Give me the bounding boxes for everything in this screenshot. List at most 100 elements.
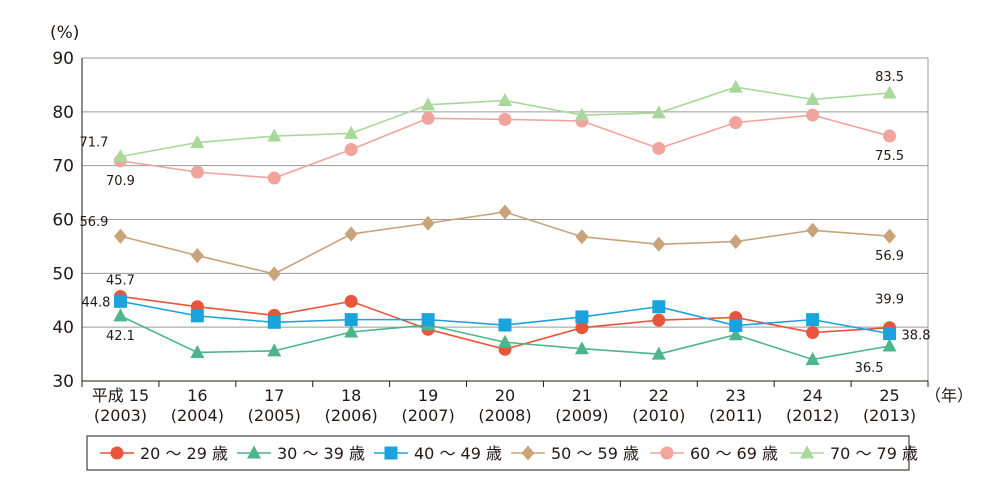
legend-label: 50 ～ 59 歳 (551, 444, 639, 463)
x-tick-sublabel: (2013) (863, 406, 916, 425)
data-label: 56.9 (875, 249, 904, 264)
data-point (883, 327, 897, 341)
y-tick-label: 40 (52, 318, 74, 338)
x-tick-label: 21 (572, 386, 592, 405)
x-tick-sublabel: (2007) (401, 406, 454, 425)
y-tick-label: 90 (52, 49, 74, 69)
data-point (883, 129, 897, 143)
data-point (805, 91, 820, 105)
legend-item: 30 ～ 39 歳 (237, 444, 365, 463)
data-point (498, 204, 512, 220)
data-label: 42.1 (106, 329, 135, 344)
y-tick-label: 70 (52, 157, 74, 177)
y-tick-label: 80 (52, 103, 74, 123)
x-tick-sublabel: (2006) (325, 406, 378, 425)
x-tick-label: 24 (802, 386, 822, 405)
y-axis-label: (%) (50, 23, 79, 43)
legend-label: 20 ～ 29 歳 (140, 444, 228, 463)
data-point (113, 149, 128, 163)
data-point (728, 79, 743, 93)
data-point (729, 116, 743, 130)
data-label: 56.9 (80, 215, 109, 230)
data-point (882, 338, 897, 352)
x-tick-label: 20 (495, 386, 515, 405)
data-point (267, 171, 281, 185)
data-point (806, 222, 820, 238)
data-point (806, 108, 820, 122)
legend: 20 ～ 29 歳 30 ～ 39 歳 40 ～ 49 歳 50 ～ 59 歳 60 ～… (100, 444, 918, 463)
data-label: 36.5 (855, 361, 884, 376)
data-point (267, 128, 282, 142)
data-point (113, 294, 127, 308)
series-5 (113, 79, 897, 163)
data-label: 75.5 (875, 149, 904, 164)
legend-marker (110, 446, 124, 460)
legend-marker (521, 445, 535, 461)
data-point (190, 344, 205, 358)
x-tick-sublabel: (2009) (555, 406, 608, 425)
legend-marker (660, 446, 674, 460)
data-point (190, 248, 204, 264)
data-point (190, 135, 205, 149)
legend-label: 70 ～ 79 歳 (830, 444, 918, 463)
data-labels: 71.7 70.9 56.9 45.7 44.8 42.1 83.5 75.5 56.9 39.9… (80, 70, 931, 376)
legend-marker (247, 445, 261, 459)
data-point (806, 313, 820, 327)
data-point (267, 315, 281, 329)
data-point (498, 334, 512, 348)
y-tick-label: 30 (52, 372, 74, 392)
data-label: 70.9 (106, 174, 135, 189)
data-point (421, 111, 435, 125)
legend-marker (800, 445, 814, 459)
x-tick-label: 18 (341, 386, 361, 405)
data-point (421, 313, 435, 327)
data-point (113, 308, 128, 322)
x-tick-sublabel: (2011) (709, 406, 762, 425)
data-point (344, 313, 358, 327)
x-tick-label: 17 (264, 386, 284, 405)
data-point (575, 321, 589, 335)
data-point (652, 141, 666, 155)
data-point (421, 215, 435, 231)
x-tick-sublabel: (2004) (171, 406, 224, 425)
legend-marker (384, 446, 398, 460)
data-point (498, 318, 512, 332)
data-label: 38.8 (902, 329, 931, 344)
legend-item: 70 ～ 79 歳 (790, 444, 918, 463)
x-tick-sublabel: (2010) (632, 406, 685, 425)
data-point (498, 93, 512, 107)
data-point (651, 105, 666, 119)
data-point (421, 97, 436, 111)
data-label: 71.7 (80, 136, 109, 151)
series-line (120, 211, 890, 275)
data-point (344, 125, 359, 139)
data-point (344, 294, 358, 308)
series-2 (113, 294, 897, 341)
data-label: 44.8 (82, 295, 111, 310)
legend-label: 60 ～ 69 歳 (690, 444, 778, 463)
data-point (882, 85, 897, 99)
data-point (652, 236, 666, 252)
series-3 (113, 204, 897, 282)
x-tick-sublabel: (2003) (94, 406, 147, 425)
x-tick-sublabel: (2005) (248, 406, 301, 425)
data-point (190, 165, 204, 179)
data-label: 39.9 (875, 293, 904, 308)
series-group (113, 79, 897, 365)
x-tick-label: 22 (649, 386, 669, 405)
data-point (267, 343, 282, 357)
data-point (574, 341, 589, 355)
data-point (728, 327, 743, 341)
data-point (574, 107, 589, 121)
legend-item: 60 ～ 69 歳 (650, 444, 778, 463)
data-point (729, 234, 743, 250)
data-point (267, 266, 281, 282)
data-point (344, 143, 358, 157)
data-point (575, 229, 589, 245)
gridlines (81, 57, 929, 387)
data-point (883, 228, 897, 244)
y-axis-ticks: 30 40 50 60 70 80 90 (52, 49, 74, 392)
x-tick-label: 25 (879, 386, 899, 405)
data-point (729, 319, 743, 333)
